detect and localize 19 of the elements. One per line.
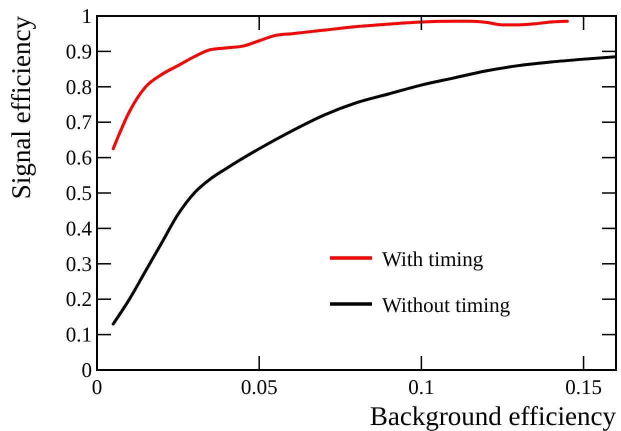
x-axis-title: Background efficiency xyxy=(370,401,616,431)
legend-label: With timing xyxy=(382,247,484,271)
legend-label: Without timing xyxy=(382,293,511,317)
line-series xyxy=(112,20,569,150)
y-axis-title: Signal efficiency xyxy=(6,16,36,200)
y-tick-label: 0.8 xyxy=(66,74,92,99)
y-tick-label: 0 xyxy=(82,358,92,382)
y-tick-label: 0.4 xyxy=(66,216,92,240)
x-tick-label: 0.1 xyxy=(408,375,434,399)
y-tick-label: 1 xyxy=(82,4,92,28)
y-tick-label: 0.2 xyxy=(66,287,92,312)
y-tick-label: 0.6 xyxy=(66,146,92,170)
y-tick-label: 0.7 xyxy=(66,110,92,134)
x-tick-label: 0.05 xyxy=(240,375,278,399)
y-tick-label: 0.5 xyxy=(66,181,92,205)
x-tick-label: 0.15 xyxy=(565,375,602,399)
y-tick-label: 0.1 xyxy=(66,322,92,347)
y-tick-label: 0.3 xyxy=(66,252,92,276)
y-tick-label: 0.9 xyxy=(66,39,92,64)
